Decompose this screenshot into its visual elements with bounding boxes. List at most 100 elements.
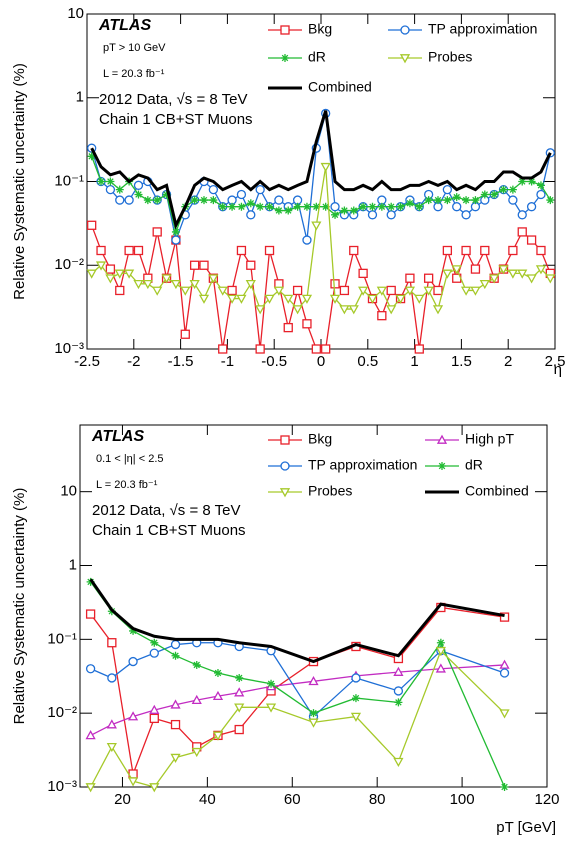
marker-star <box>331 210 340 219</box>
marker-triangle <box>442 269 453 279</box>
marker-triangle <box>85 783 96 793</box>
x-tick-label: -2 <box>127 353 140 370</box>
annotation: L = 20.3 fb⁻¹ <box>96 479 158 491</box>
x-axis-label: η <box>554 361 562 378</box>
x-tick-label: 100 <box>450 791 475 808</box>
marker-square <box>339 285 350 296</box>
marker-square <box>433 285 443 296</box>
series-line <box>90 664 505 736</box>
annotation: 0.1 < |η| < 2.5 <box>96 453 164 465</box>
series <box>86 577 509 791</box>
x-tick-label: 120 <box>534 791 559 808</box>
marker-circle <box>393 686 404 696</box>
marker-triangle <box>339 305 350 315</box>
series-line <box>89 578 505 664</box>
marker-square <box>321 344 331 354</box>
legend-label: Combined <box>465 483 529 499</box>
marker-triangle <box>283 294 294 304</box>
legend-marker <box>438 462 446 470</box>
marker-triangle <box>127 777 139 787</box>
annotation: Chain 1 CB+ST Muons <box>99 111 253 128</box>
y-tick-label: 10 <box>60 483 77 500</box>
marker-triangle <box>127 711 139 721</box>
marker-circle <box>246 210 256 220</box>
marker-star <box>265 202 274 211</box>
x-tick-label: 40 <box>199 791 216 808</box>
marker-circle <box>526 202 537 212</box>
marker-star <box>162 190 171 199</box>
marker-square <box>292 285 303 296</box>
marker-star <box>228 202 237 211</box>
legend-marker <box>280 25 290 35</box>
marker-triangle <box>198 294 210 304</box>
marker-triangle <box>350 712 362 722</box>
series-line <box>90 581 506 788</box>
marker-triangle <box>133 279 144 290</box>
marker-triangle <box>106 719 117 729</box>
marker-star <box>452 193 461 202</box>
x-tick-label: 0.5 <box>357 353 378 370</box>
marker-star <box>274 206 283 215</box>
marker-square <box>461 245 471 256</box>
series <box>86 162 556 315</box>
marker-triangle <box>124 269 135 279</box>
marker-circle <box>255 184 265 195</box>
marker-square <box>517 227 527 237</box>
marker-triangle <box>264 294 275 304</box>
x-tick-label: 1 <box>410 353 418 370</box>
experiment-label: ATLAS <box>98 17 151 34</box>
marker-star <box>134 190 143 199</box>
legend-label: Bkg <box>308 21 332 37</box>
marker-triangle <box>535 265 547 275</box>
marker-star <box>480 190 489 199</box>
x-tick-label: 1.5 <box>451 353 472 370</box>
marker-star <box>436 638 445 647</box>
legend-marker <box>399 54 411 64</box>
marker-circle <box>124 195 134 205</box>
y-tick-label: 10⁻³ <box>54 340 84 357</box>
marker-triangle <box>367 294 378 304</box>
marker-triangle <box>180 286 191 296</box>
experiment-label: ATLAS <box>91 428 144 445</box>
marker-triangle <box>498 265 509 275</box>
marker-triangle <box>311 221 322 231</box>
marker-square <box>170 719 181 730</box>
series-line <box>90 110 552 230</box>
x-tick-label: 2 <box>504 353 512 370</box>
marker-triangle <box>191 747 202 758</box>
marker-triangle <box>149 704 160 714</box>
marker-star <box>490 190 499 199</box>
marker-circle <box>386 210 396 220</box>
marker-star <box>87 152 96 161</box>
marker-triangle <box>292 305 303 315</box>
y-axis-label: Relative Systematic uncertainty (%) <box>11 63 28 300</box>
marker-circle <box>170 639 181 650</box>
marker-square <box>349 245 359 256</box>
marker-triangle <box>226 294 238 304</box>
marker-triangle <box>479 279 490 290</box>
x-tick-label: 2.5 <box>545 353 566 370</box>
marker-triangle <box>517 269 528 279</box>
marker-square <box>442 245 453 256</box>
marker-star <box>396 202 405 211</box>
marker-star <box>321 202 330 211</box>
marker-triangle <box>308 675 319 686</box>
marker-square <box>302 319 312 329</box>
marker-triangle <box>170 753 181 763</box>
marker-star <box>368 202 377 211</box>
marker-triangle <box>393 757 404 768</box>
marker-square <box>180 329 190 339</box>
marker-star <box>443 196 452 205</box>
x-axis-label: pT [GeV] <box>496 819 556 836</box>
marker-star <box>312 202 321 211</box>
marker-triangle <box>149 783 160 793</box>
marker-triangle <box>545 274 556 284</box>
series <box>85 659 510 740</box>
marker-circle <box>508 195 518 205</box>
marker-square <box>283 322 293 333</box>
marker-triangle <box>106 742 117 753</box>
y-tick-label: 1 <box>76 89 84 106</box>
marker-star <box>171 227 180 236</box>
marker-triangle <box>273 286 284 296</box>
marker-square <box>96 245 106 256</box>
